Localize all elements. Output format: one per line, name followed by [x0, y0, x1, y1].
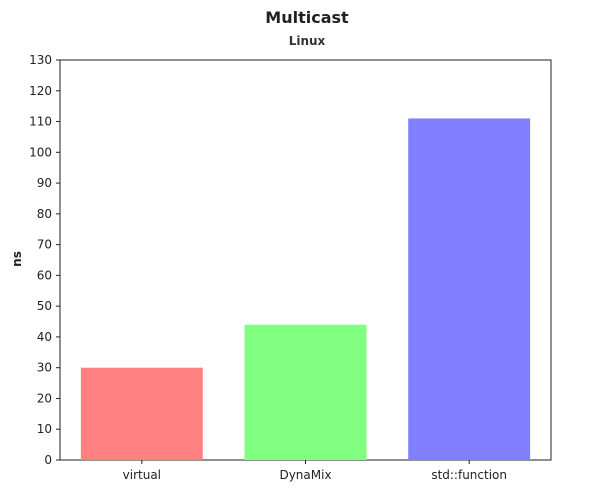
y-tick-label: 50 [37, 299, 52, 313]
y-tick-label: 100 [29, 145, 52, 159]
x-tick-label: DynaMix [279, 468, 331, 482]
y-tick-label: 70 [37, 238, 52, 252]
bar-virtual [80, 367, 203, 460]
y-tick-label: 110 [29, 115, 52, 129]
y-tick-label: 10 [37, 422, 52, 436]
y-tick-label: 20 [37, 391, 52, 405]
bars-group [80, 118, 531, 460]
x-tick-label: std::function [431, 468, 507, 482]
y-tick-label: 130 [29, 53, 52, 67]
y-tick-label: 60 [37, 268, 52, 282]
y-tick-label: 40 [37, 330, 52, 344]
chart-title: Multicast [265, 8, 349, 27]
y-tick-label: 90 [37, 176, 52, 190]
x-axis-ticks: virtual DynaMix std::function [123, 460, 507, 482]
bar-dynamix [244, 324, 367, 460]
y-tick-label: 120 [29, 84, 52, 98]
bar-std-function [408, 118, 531, 460]
chart-subtitle: Linux [289, 34, 326, 48]
x-tick-label: virtual [123, 468, 161, 482]
y-tick-label: 0 [44, 453, 52, 467]
y-axis-ticks: 0 10 20 30 40 50 60 70 80 90 100 110 120 130 [29, 53, 60, 467]
y-axis-label: ns [10, 251, 24, 267]
y-tick-label: 30 [37, 361, 52, 375]
y-tick-label: 80 [37, 207, 52, 221]
